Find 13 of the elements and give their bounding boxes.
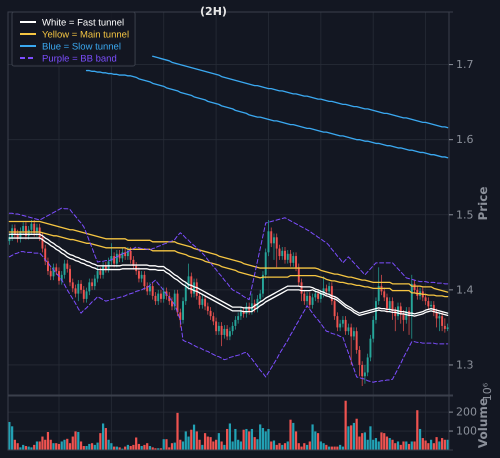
legend-label: White = Fast tunnel — [42, 18, 124, 28]
y-tick-label: 1.7 — [456, 58, 474, 72]
legend-label: Purple = BB band — [42, 54, 117, 64]
y-tick-label: 1.6 — [456, 133, 474, 146]
y-tick-label: 1.5 — [456, 208, 474, 222]
legend-label: Yellow = Main tunnel — [42, 30, 130, 40]
y-tick-label: 1.4 — [456, 283, 474, 296]
y-tick-label: 200 — [456, 406, 477, 419]
y-tick-label: 1.3 — [456, 358, 474, 372]
y-axis-title: Price — [476, 186, 490, 221]
chart-title: (2H) — [200, 5, 227, 18]
y-tick-label: 100 — [456, 424, 477, 438]
legend-label: Blue = Slow tunnel — [42, 42, 121, 52]
